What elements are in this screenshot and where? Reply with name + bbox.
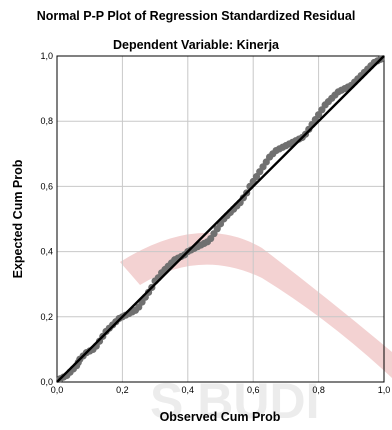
y-tick-label: 0,0 <box>40 377 53 387</box>
watermark: S BUDI <box>120 232 392 429</box>
chart-subtitle: Dependent Variable: Kinerja <box>113 38 280 52</box>
x-axis-label: Observed Cum Prob <box>160 410 281 424</box>
watermark-arc <box>120 232 392 378</box>
y-tick-label: 0,8 <box>40 116 53 126</box>
x-tick-label: 0,6 <box>247 385 260 395</box>
data-points <box>56 55 385 383</box>
x-tick-label: 0,0 <box>51 385 64 395</box>
y-tick-label: 0,6 <box>40 181 53 191</box>
plot-frame <box>56 55 385 383</box>
grid <box>56 55 385 383</box>
x-tick-label: 1,0 <box>378 385 391 395</box>
x-tick-labels: 0,0 0,2 0,4 0,6 0,8 1,0 <box>51 385 391 395</box>
reference-line <box>56 55 385 383</box>
y-tick-label: 1,0 <box>40 51 53 61</box>
x-tick-label: 0,8 <box>312 385 325 395</box>
x-tick-label: 0,2 <box>116 385 129 395</box>
y-axis-label: Expected Cum Prob <box>11 159 25 278</box>
x-tick-label: 0,4 <box>182 385 195 395</box>
chart-title: Normal P-P Plot of Regression Standardiz… <box>37 9 356 23</box>
y-tick-labels: 0,0 0,2 0,4 0,6 0,8 1,0 <box>40 51 53 387</box>
y-tick-label: 0,4 <box>40 247 53 257</box>
y-tick-label: 0,2 <box>40 312 53 322</box>
